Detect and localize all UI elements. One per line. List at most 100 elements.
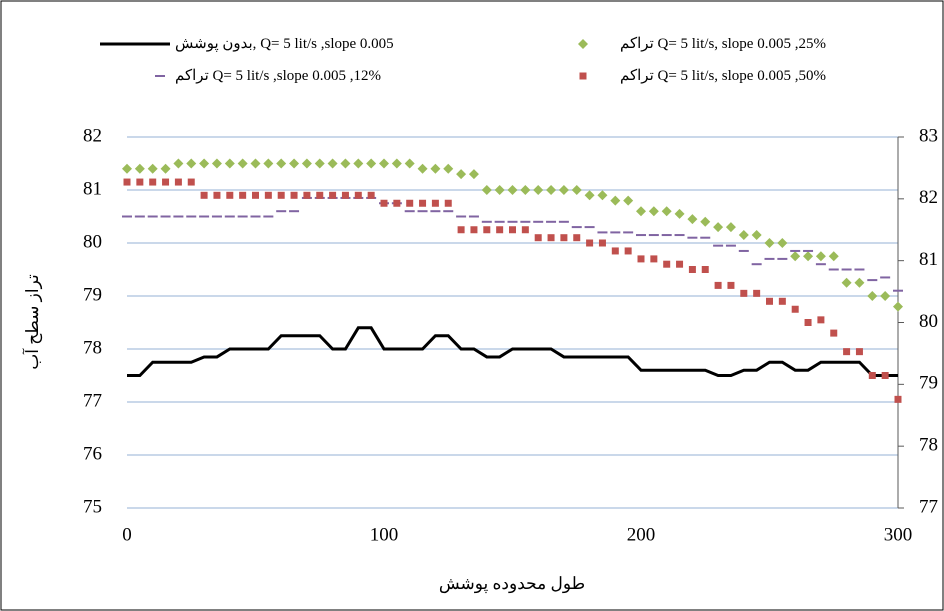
data-point	[893, 289, 903, 292]
data-point	[329, 191, 337, 199]
data-point	[687, 236, 698, 239]
data-point	[224, 215, 235, 218]
data-point	[353, 158, 364, 169]
data-point	[380, 199, 388, 207]
data-point	[804, 319, 812, 326]
data-point	[817, 316, 825, 324]
data-point	[173, 158, 184, 169]
y2-tick-label: 79	[919, 373, 938, 394]
data-point	[430, 163, 441, 174]
data-point	[880, 276, 891, 279]
data-point	[533, 220, 544, 223]
data-point	[777, 238, 788, 248]
data-point	[764, 238, 775, 248]
data-point	[533, 185, 544, 195]
data-point	[430, 210, 441, 213]
y2-tick-label: 77	[919, 496, 938, 517]
data-point	[558, 220, 569, 223]
data-point	[867, 279, 878, 282]
data-point	[803, 249, 814, 252]
x-tick-label: 300	[884, 524, 913, 545]
data-point	[456, 215, 467, 218]
data-point	[226, 191, 234, 199]
data-point	[546, 185, 557, 195]
data-point	[457, 226, 465, 234]
x-tick-label: 200	[627, 524, 656, 545]
data-point	[648, 234, 659, 237]
data-point	[725, 244, 736, 247]
data-point	[663, 260, 671, 268]
data-point	[417, 163, 428, 174]
data-point	[623, 195, 634, 206]
data-point	[674, 208, 685, 219]
data-point	[263, 215, 274, 218]
data-point	[854, 277, 865, 288]
data-point	[700, 236, 711, 239]
data-point	[509, 226, 516, 234]
data-point	[200, 191, 208, 199]
data-point	[431, 199, 439, 207]
data-point	[571, 185, 582, 195]
data-point	[854, 268, 865, 271]
y-tick-label: 82	[83, 125, 102, 146]
data-point	[417, 210, 428, 213]
data-point	[160, 163, 171, 174]
data-point	[123, 178, 131, 186]
data-point	[547, 234, 555, 242]
data-point	[468, 215, 479, 218]
data-point	[855, 348, 863, 356]
data-point	[661, 206, 672, 217]
data-point	[136, 178, 144, 186]
data-point	[419, 199, 427, 207]
legend-label: Q= 5 lit/s ,slope 0.005 ,12% تراکم	[175, 68, 381, 84]
data-point	[701, 266, 709, 273]
data-point	[264, 191, 272, 199]
data-point	[174, 178, 182, 186]
data-point	[546, 220, 557, 223]
data-point	[327, 158, 338, 169]
data-point	[636, 206, 646, 217]
data-point	[443, 163, 454, 174]
data-point	[187, 178, 195, 186]
data-point	[444, 199, 452, 207]
data-point	[199, 215, 210, 218]
y2-tick-label: 78	[919, 435, 938, 456]
data-point	[687, 214, 698, 225]
data-point	[713, 222, 724, 233]
data-point	[147, 163, 158, 174]
data-point	[790, 251, 801, 262]
data-point	[404, 210, 415, 213]
data-point	[456, 169, 467, 180]
data-point	[727, 281, 735, 289]
data-point	[224, 158, 235, 169]
data-point	[250, 158, 261, 169]
data-point	[520, 220, 531, 223]
data-point	[740, 289, 748, 297]
data-point	[443, 210, 454, 213]
data-point	[340, 158, 351, 169]
data-point	[367, 191, 375, 199]
data-point	[276, 158, 287, 169]
data-point	[598, 239, 606, 247]
data-point	[674, 234, 685, 237]
data-point	[648, 206, 659, 217]
data-point	[134, 163, 145, 174]
data-point	[520, 185, 531, 195]
data-point	[597, 190, 608, 201]
data-point	[354, 191, 362, 199]
data-point	[791, 305, 799, 313]
data-point	[239, 191, 247, 199]
legend-label: Q= 5 lit/s, slope 0.005 ,25% تراکم	[620, 36, 826, 52]
data-point	[494, 185, 505, 195]
data-point	[186, 215, 197, 218]
data-point	[725, 222, 736, 233]
data-point	[751, 230, 762, 241]
legend-marker	[578, 39, 588, 49]
data-point	[751, 263, 762, 266]
data-point	[134, 215, 145, 218]
legend-label: Q= 5 lit/s ,slope 0.005 ,بدون پوشش	[175, 36, 394, 52]
data-point	[391, 158, 402, 169]
y-tick-label: 79	[83, 284, 102, 305]
